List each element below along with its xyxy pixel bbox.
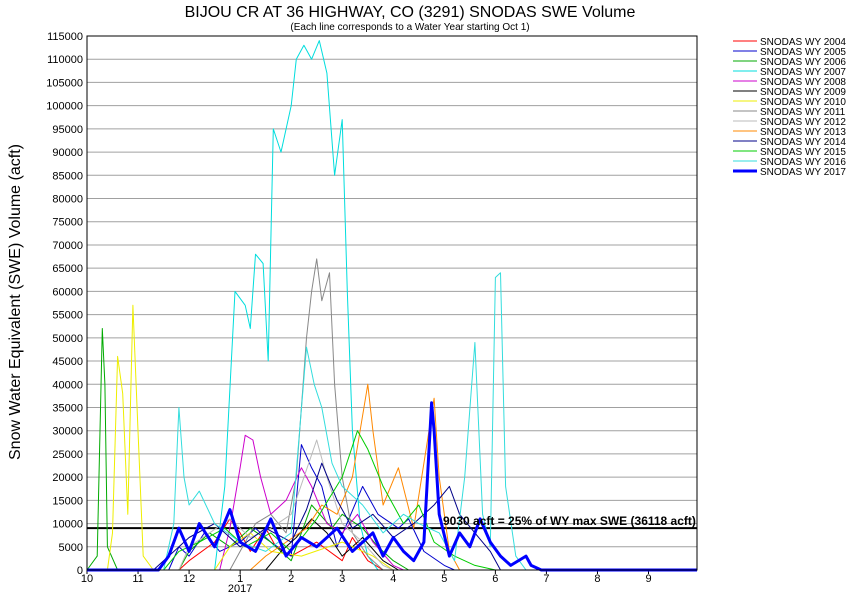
y-tick-label: 60000 xyxy=(52,286,83,298)
series-line-snodas-wy-2016 xyxy=(87,272,697,571)
y-tick-label: 0 xyxy=(77,565,83,577)
legend-item-label: SNODAS WY 2015 xyxy=(760,147,846,158)
chart-subtitle: (Each line corresponds to a Water Year s… xyxy=(290,22,529,33)
legend-item-label: SNODAS WY 2012 xyxy=(760,117,846,128)
x-tick-label: 8 xyxy=(594,573,600,585)
grid xyxy=(87,35,697,548)
legend-item-label: SNODAS WY 2009 xyxy=(760,87,846,98)
chart-title: BIJOU CR AT 36 HIGHWAY, CO (3291) SNODAS… xyxy=(185,4,636,21)
series-lines xyxy=(86,40,697,572)
legend-item-label: SNODAS WY 2004 xyxy=(760,37,846,48)
x-tick-label: 1 xyxy=(237,573,243,585)
legend-item-label: SNODAS WY 2016 xyxy=(760,157,846,168)
series-line-snodas-wy-2007 xyxy=(87,40,697,571)
series-line-snodas-wy-2008 xyxy=(87,434,697,571)
x-tick-label: 7 xyxy=(543,573,549,585)
y-tick-label: 45000 xyxy=(52,356,83,368)
legend-item-label: SNODAS WY 2013 xyxy=(760,127,846,138)
y-tick-label: 25000 xyxy=(52,449,83,461)
legend-item-label: SNODAS WY 2011 xyxy=(760,107,846,118)
x-tick-label: 6 xyxy=(492,573,498,585)
plot-frame xyxy=(86,35,698,571)
series-line-snodas-wy-2004 xyxy=(87,518,697,571)
y-tick-label: 90000 xyxy=(52,147,83,159)
y-tick-label: 75000 xyxy=(52,217,83,229)
x-tick-label: 11 xyxy=(132,573,143,585)
legend-item-label: SNODAS WY 2006 xyxy=(760,57,846,68)
legend-item-label: SNODAS WY 2017 xyxy=(760,167,846,178)
y-tick-label: 10000 xyxy=(52,519,83,531)
ref-line-label: 9030 acft = 25% of WY max SWE (36118 acf… xyxy=(443,514,696,528)
y-tick-label: 15000 xyxy=(52,495,83,507)
y-tick-label: 115000 xyxy=(47,31,83,43)
legend-item-label: SNODAS WY 2010 xyxy=(760,97,846,108)
legend-item-label: SNODAS WY 2008 xyxy=(760,77,846,88)
series-line-snodas-wy-2009 xyxy=(87,518,697,571)
y-tick-labels: 0 5000 10000 15000 20000 25000 30000 35000 40000… xyxy=(46,31,83,577)
y-tick-label: 40000 xyxy=(52,379,83,391)
series-line-snodas-wy-2006 xyxy=(86,328,697,571)
y-tick-label: 5000 xyxy=(59,542,83,554)
y-tick-label: 95000 xyxy=(52,124,83,136)
y-tick-label: 100000 xyxy=(46,101,83,113)
y-tick-label: 35000 xyxy=(52,402,83,414)
x-year-label: 2017 xyxy=(228,583,252,595)
x-tick-label: 12 xyxy=(183,573,195,585)
series-line-snodas-wy-2011 xyxy=(87,258,697,571)
y-tick-label: 65000 xyxy=(52,263,83,275)
y-tick-label: 105000 xyxy=(46,77,83,89)
y-tick-label: 70000 xyxy=(52,240,83,252)
x-tick-label: 5 xyxy=(441,573,447,585)
y-tick-label: 50000 xyxy=(52,333,83,345)
y-axis-label: Snow Water Equivalent (SWE) Volume (acft… xyxy=(7,144,24,460)
x-tick-label: 10 xyxy=(81,573,93,585)
y-tick-label: 20000 xyxy=(52,472,83,484)
series-line-snodas-wy-2014 xyxy=(87,462,697,571)
series-line-snodas-wy-2017 xyxy=(87,401,697,572)
y-tick-label: 30000 xyxy=(52,426,83,438)
x-tick-label: 3 xyxy=(339,573,345,585)
legend-item-label: SNODAS WY 2007 xyxy=(760,67,846,78)
y-tick-label: 80000 xyxy=(52,194,83,206)
series-line-snodas-wy-2012 xyxy=(87,439,697,571)
y-tick-label: 55000 xyxy=(52,310,83,322)
x-tick-label: 2 xyxy=(288,573,294,585)
legend-item-label: SNODAS WY 2005 xyxy=(760,47,846,58)
y-tick-label: 110000 xyxy=(47,54,83,66)
legend-item-label: SNODAS WY 2014 xyxy=(760,137,846,148)
y-tick-label: 85000 xyxy=(52,170,83,182)
x-tick-label: 9 xyxy=(645,573,651,585)
x-tick-label: 4 xyxy=(390,573,396,585)
